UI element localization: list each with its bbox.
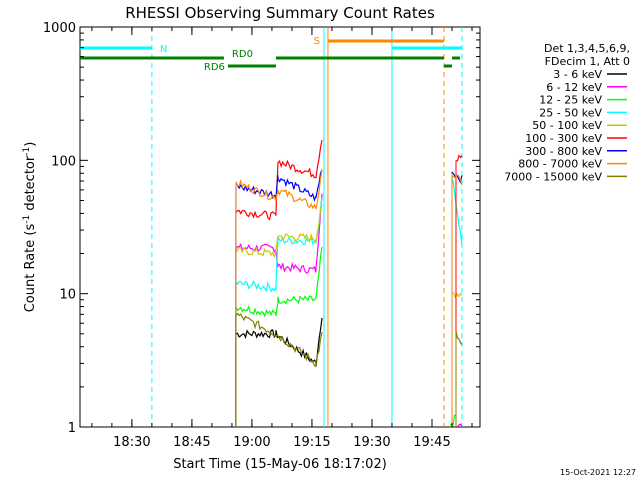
legend-header-1: Det 1,3,4,5,6,9, <box>544 42 630 55</box>
x-tick-label: 19:00 <box>233 435 270 450</box>
legend-label: 7000 - 15000 keV <box>504 170 602 183</box>
legend-label: 50 - 100 keV <box>532 119 602 132</box>
flag-label: N <box>160 44 167 55</box>
series-line <box>455 154 463 162</box>
flag-label: RD6 <box>204 62 225 73</box>
legend-label: 6 - 12 keV <box>546 81 602 94</box>
plot-frame <box>79 26 481 428</box>
series-line <box>235 169 323 210</box>
chart-title: RHESSI Observing Summary Count Rates <box>125 4 435 22</box>
x-axis-label: Start Time (15-May-06 18:17:02) <box>173 457 387 472</box>
x-tick-label: 18:45 <box>173 435 210 450</box>
x-tick-label: 18:30 <box>113 435 150 450</box>
legend-label: 12 - 25 keV <box>539 94 602 107</box>
series-line <box>455 330 463 346</box>
series-line <box>451 176 463 246</box>
y-tick-label: 10 <box>59 288 76 303</box>
y-tick-label: 1000 <box>43 21 76 36</box>
y-axis-ticks: 1 10 100 1000 <box>43 21 480 436</box>
y-axis-label: Count Rate (s-1 detector-1) <box>22 142 38 313</box>
flag-label: S <box>314 36 320 47</box>
series-line <box>235 312 323 368</box>
series-line <box>235 169 323 202</box>
legend-header-2: FDecim 1, Att 0 <box>545 55 630 68</box>
x-tick-label: 19:15 <box>293 435 330 450</box>
series-line <box>235 203 323 259</box>
y-tick-label: 1 <box>68 421 76 436</box>
timestamp: 15-Oct-2021 12:27 <box>560 468 636 477</box>
series-line <box>457 423 463 428</box>
series-group <box>235 139 463 428</box>
legend-label: 100 - 300 keV <box>525 132 602 145</box>
vertical-markers <box>151 27 463 427</box>
series-line <box>451 174 463 186</box>
legend-label: 3 - 6 keV <box>553 68 602 81</box>
legend-label: 25 - 50 keV <box>539 106 602 119</box>
x-axis-ticks: 18:30 18:45 19:00 19:15 19:30 19:45 <box>91 27 473 450</box>
y-tick-label: 100 <box>51 154 76 169</box>
legend-label: 800 - 7000 keV <box>518 158 602 171</box>
series-line <box>235 193 323 274</box>
series-line <box>235 246 323 318</box>
attenuator-flags: N S RD0 RD6 <box>79 36 462 73</box>
x-tick-label: 19:45 <box>413 435 450 450</box>
series-line <box>451 292 463 299</box>
series-line <box>235 139 323 221</box>
x-tick-label: 19:30 <box>353 435 390 450</box>
legend-label: 300 - 800 keV <box>525 145 602 158</box>
series-line <box>235 317 323 367</box>
flag-label: RD0 <box>232 49 253 60</box>
series-line <box>449 414 457 426</box>
